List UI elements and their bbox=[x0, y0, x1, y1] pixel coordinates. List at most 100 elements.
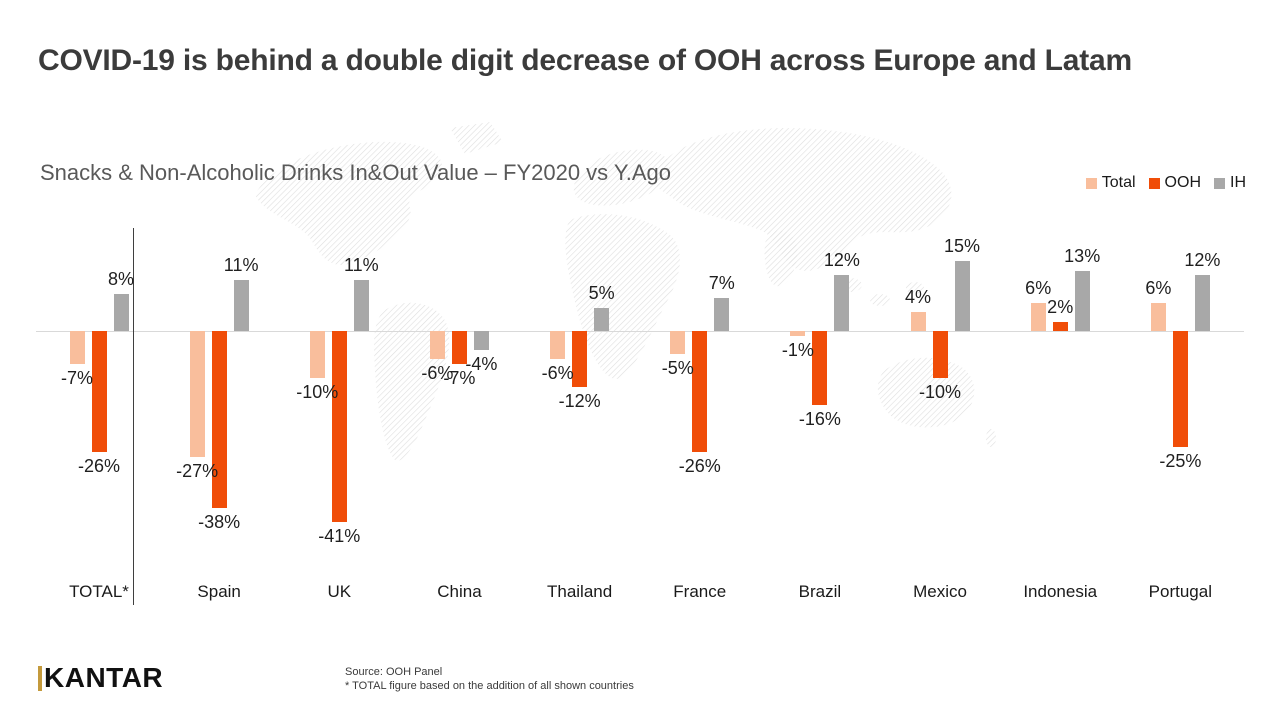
legend-label-ooh: OOH bbox=[1164, 174, 1201, 191]
value-label-ooh-china: -7% bbox=[443, 367, 476, 388]
bar-total-total bbox=[69, 331, 85, 364]
category-label-china: China bbox=[437, 582, 482, 601]
value-label-total-china: -6% bbox=[421, 362, 454, 383]
bar-ih-brazil bbox=[834, 275, 850, 331]
value-label-ooh-thailand: -12% bbox=[558, 390, 601, 411]
value-label-total-portugal: 6% bbox=[1145, 278, 1172, 299]
legend-label-ih: IH bbox=[1230, 174, 1246, 191]
value-label-ih-thailand: 5% bbox=[588, 282, 615, 303]
value-label-ih-uk: 11% bbox=[343, 254, 379, 275]
bar-total-spain bbox=[189, 331, 205, 457]
value-label-ooh-indonesia: 2% bbox=[1047, 296, 1074, 317]
world-map-watermark bbox=[255, 122, 996, 461]
category-label-spain: Spain bbox=[197, 582, 241, 601]
map-asia bbox=[654, 128, 952, 271]
value-label-total-thailand: -6% bbox=[541, 362, 574, 383]
bar-ooh-uk bbox=[331, 331, 347, 522]
bar-ih-thailand bbox=[594, 307, 610, 331]
value-label-ooh-mexico: -10% bbox=[919, 381, 962, 402]
value-label-total-mexico: 4% bbox=[905, 287, 932, 308]
legend-swatch-ooh bbox=[1148, 177, 1160, 189]
bar-ih-france bbox=[714, 298, 730, 331]
value-label-ih-indonesia: 13% bbox=[1064, 245, 1101, 266]
source-note: Source: OOH Panel * TOTAL figure based o… bbox=[345, 665, 634, 693]
map-africa bbox=[565, 214, 680, 379]
bar-total-indonesia bbox=[1030, 303, 1046, 331]
category-label-brazil: Brazil bbox=[798, 582, 842, 601]
bar-total-thailand bbox=[550, 331, 566, 359]
value-label-ooh-france: -26% bbox=[678, 455, 721, 476]
legend-swatch-total bbox=[1085, 177, 1097, 189]
legend-label-total: Total bbox=[1101, 174, 1136, 191]
bar-total-uk bbox=[309, 331, 325, 378]
bar-ooh-thailand bbox=[572, 331, 588, 387]
category-label-indonesia: Indonesia bbox=[1023, 582, 1098, 601]
bar-ih-china bbox=[473, 331, 489, 350]
legend-item-ih: IH bbox=[1214, 174, 1246, 192]
value-label-ih-china: -4% bbox=[465, 353, 498, 374]
bar-ih-portugal bbox=[1194, 275, 1210, 331]
bar-ooh-total bbox=[91, 331, 107, 452]
map-india bbox=[764, 230, 798, 287]
chart-legend: Total OOH IH bbox=[1085, 174, 1246, 192]
source-line-1: Source: OOH Panel bbox=[345, 666, 443, 678]
total-separator-line bbox=[133, 228, 134, 605]
category-label-france: France bbox=[673, 582, 727, 601]
map-island-3 bbox=[906, 282, 924, 294]
kantar-logo: KANTAR bbox=[38, 664, 163, 692]
bar-total-france bbox=[670, 331, 686, 355]
value-label-total-spain: -27% bbox=[176, 460, 219, 481]
bar-ooh-spain bbox=[211, 331, 227, 508]
bar-ih-indonesia bbox=[1074, 270, 1090, 331]
kantar-logo-accent-bar bbox=[38, 665, 42, 691]
value-label-ooh-uk: -41% bbox=[318, 525, 361, 546]
value-label-ih-portugal: 12% bbox=[1184, 250, 1221, 271]
value-label-ooh-portugal: -25% bbox=[1159, 451, 1202, 472]
legend-item-ooh: OOH bbox=[1148, 174, 1201, 192]
value-label-total-indonesia: 6% bbox=[1025, 278, 1052, 299]
bar-ooh-indonesia bbox=[1052, 321, 1068, 331]
map-europe bbox=[573, 149, 671, 206]
bar-total-brazil bbox=[790, 331, 806, 336]
bar-ih-uk bbox=[353, 279, 369, 331]
bar-ih-mexico bbox=[954, 261, 970, 331]
value-label-total-total: -7% bbox=[60, 367, 94, 388]
kantar-logo-text: KANTAR bbox=[44, 662, 164, 693]
category-label-thailand: Thailand bbox=[546, 582, 613, 601]
bar-ih-spain bbox=[233, 279, 249, 331]
category-label-portugal: Portugal bbox=[1148, 582, 1213, 601]
category-label-uk: UK bbox=[327, 582, 352, 601]
legend-swatch-ih bbox=[1214, 177, 1225, 189]
bar-ooh-brazil bbox=[812, 331, 828, 406]
bar-total-china bbox=[429, 331, 445, 359]
value-label-ih-brazil: 12% bbox=[823, 250, 860, 271]
zero-axis-line bbox=[36, 331, 1244, 332]
map-north-america bbox=[255, 141, 443, 265]
map-australia bbox=[877, 357, 975, 428]
legend-item-total: Total bbox=[1085, 174, 1136, 192]
value-label-total-uk: -10% bbox=[296, 381, 339, 402]
value-label-total-brazil: -1% bbox=[781, 339, 814, 360]
value-label-ih-mexico: 15% bbox=[944, 236, 981, 257]
bar-total-portugal bbox=[1150, 303, 1166, 331]
value-label-ih-france: 7% bbox=[708, 273, 735, 294]
bar-total-mexico bbox=[910, 312, 926, 331]
bar-ooh-mexico bbox=[932, 331, 948, 378]
bar-ooh-china bbox=[451, 331, 467, 364]
value-label-ooh-total: -26% bbox=[77, 455, 121, 476]
source-line-2: * TOTAL figure based on the addition of … bbox=[345, 680, 634, 692]
map-greenland bbox=[450, 122, 503, 154]
page-title: COVID-19 is behind a double digit decrea… bbox=[38, 44, 1132, 77]
value-label-ooh-brazil: -16% bbox=[798, 409, 841, 430]
category-label-mexico: Mexico bbox=[913, 582, 967, 601]
value-label-ih-total: 8% bbox=[107, 268, 135, 289]
map-island-2 bbox=[870, 294, 890, 306]
map-new-zealand bbox=[986, 429, 996, 447]
value-label-total-france: -5% bbox=[661, 358, 694, 379]
bar-ih-total bbox=[113, 293, 129, 331]
bar-ooh-france bbox=[692, 331, 708, 452]
bar-ooh-portugal bbox=[1172, 331, 1188, 448]
value-label-ooh-spain: -38% bbox=[198, 511, 241, 532]
